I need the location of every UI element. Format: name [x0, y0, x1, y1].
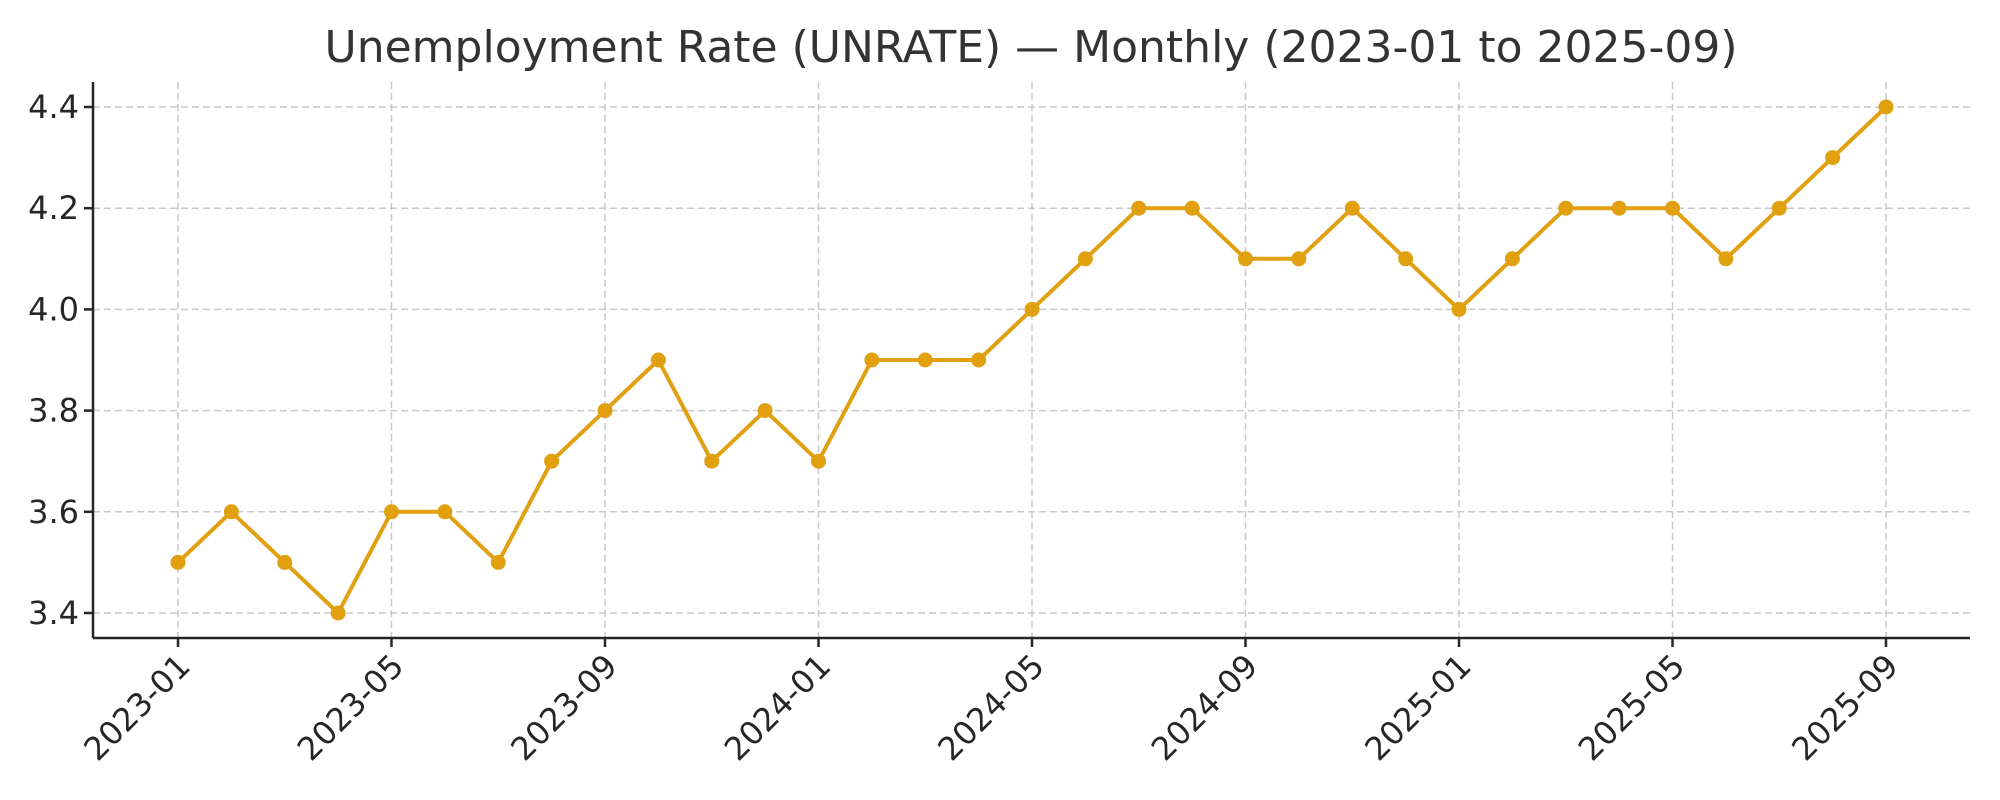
data-point	[1024, 301, 1040, 317]
data-point	[1504, 251, 1520, 267]
data-point	[1558, 200, 1574, 216]
data-point	[1611, 200, 1627, 216]
data-point	[1131, 200, 1147, 216]
x-tick-label: 2025-09	[1784, 647, 1905, 768]
data-point	[1291, 251, 1307, 267]
data-point	[1238, 251, 1253, 267]
x-tick-label: 2024-01	[717, 647, 838, 768]
y-tick-label: 3.4	[28, 594, 79, 632]
data-point	[597, 403, 613, 419]
data-point	[330, 605, 346, 621]
data-point	[1077, 251, 1093, 267]
y-tick-label: 3.6	[28, 493, 79, 531]
x-tick-label: 2023-01	[76, 647, 197, 768]
data-point	[864, 352, 880, 368]
x-tick-label: 2024-05	[930, 647, 1051, 768]
x-tick-label: 2024-09	[1144, 647, 1265, 768]
data-point	[277, 554, 293, 570]
data-point	[1398, 251, 1414, 267]
x-tick-label: 2025-01	[1357, 647, 1478, 768]
tick-labels: 3.4 3.6 3.8 4.0 4.2 4.4 2023-01 2023-05 2023-09 2…	[28, 88, 1906, 768]
chart-title: Unemployment Rate (UNRATE) — Monthly (20…	[325, 22, 1738, 73]
data-point	[490, 554, 506, 570]
y-tick-label: 3.8	[28, 392, 79, 430]
data-point	[1878, 99, 1894, 115]
data-point	[1451, 301, 1467, 317]
data-point	[811, 453, 826, 469]
data-point	[1344, 200, 1360, 216]
grid-lines	[93, 82, 1970, 638]
data-point	[1665, 200, 1680, 216]
y-tick-label: 4.0	[28, 290, 79, 328]
x-tick-label: 2023-05	[290, 647, 411, 768]
data-point	[384, 504, 399, 520]
data-point	[170, 554, 186, 570]
y-tick-label: 4.4	[28, 88, 79, 126]
data-point	[650, 352, 666, 368]
axes	[84, 82, 1970, 647]
data-point	[1771, 200, 1787, 216]
x-tick-label: 2025-05	[1571, 647, 1692, 768]
data-point	[223, 504, 239, 520]
data-point	[1718, 251, 1734, 267]
data-point	[544, 453, 560, 469]
data-point	[917, 352, 933, 368]
data-point	[757, 403, 773, 419]
data-point	[1184, 200, 1200, 216]
series-layer	[170, 99, 1894, 621]
data-point	[1825, 150, 1841, 166]
data-point	[704, 453, 720, 469]
data-point	[437, 504, 453, 520]
y-tick-label: 4.2	[28, 189, 79, 227]
data-point	[971, 352, 987, 368]
x-tick-label: 2023-09	[503, 647, 624, 768]
